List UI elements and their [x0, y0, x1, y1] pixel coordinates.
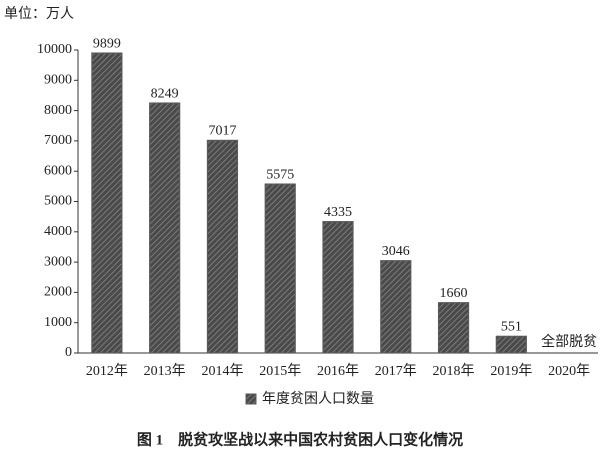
x-tick-label: 2017年 [375, 363, 417, 379]
bar [149, 102, 181, 354]
x-tick-label: 2014年 [201, 363, 243, 379]
y-tick-label: 3000 [44, 254, 72, 269]
y-tick-label: 6000 [44, 163, 72, 178]
data-label: 1660 [440, 286, 468, 301]
y-tick-label: 9000 [44, 73, 72, 88]
y-tick-label: 2000 [44, 285, 72, 300]
x-tick-label: 2013年 [144, 363, 186, 379]
legend-label: 年度贫困人口数量 [262, 391, 374, 407]
x-tick-label: 2019年 [490, 363, 532, 379]
x-tick-label: 2018年 [433, 363, 475, 379]
x-tick-label: 2012年 [86, 363, 128, 379]
y-tick-label: 4000 [44, 224, 72, 239]
bar [264, 183, 296, 354]
x-tick-label: 2016年 [317, 363, 359, 379]
data-label: 8249 [151, 86, 179, 101]
data-label: 551 [501, 320, 522, 335]
data-label: 5575 [266, 167, 294, 182]
legend-swatch [245, 393, 257, 405]
bar [437, 302, 470, 354]
y-tick-label: 5000 [44, 194, 72, 209]
bar [495, 335, 527, 354]
bar [380, 260, 412, 354]
y-tick-label: 7000 [44, 133, 72, 148]
data-label: 3046 [382, 244, 410, 259]
data-label: 9899 [93, 36, 121, 51]
y-tick-label: 0 [65, 345, 72, 360]
data-label: 4335 [324, 205, 352, 220]
x-tick-label: 2015年 [259, 363, 301, 379]
chart-title: 图 1 脱贫攻坚战以来中国农村贫困人口变化情况 [137, 430, 463, 448]
data-label: 7017 [208, 124, 236, 139]
unit-label: 单位：万人 [4, 6, 74, 22]
bar [206, 139, 239, 354]
y-tick-label: 1000 [44, 315, 72, 330]
annotation: 全部脱贫 [541, 333, 597, 350]
y-tick-label: 10000 [37, 42, 72, 57]
x-tick-label: 2020年 [548, 363, 590, 379]
y-tick-label: 8000 [44, 103, 72, 118]
bar [91, 52, 123, 354]
bar [322, 221, 354, 354]
